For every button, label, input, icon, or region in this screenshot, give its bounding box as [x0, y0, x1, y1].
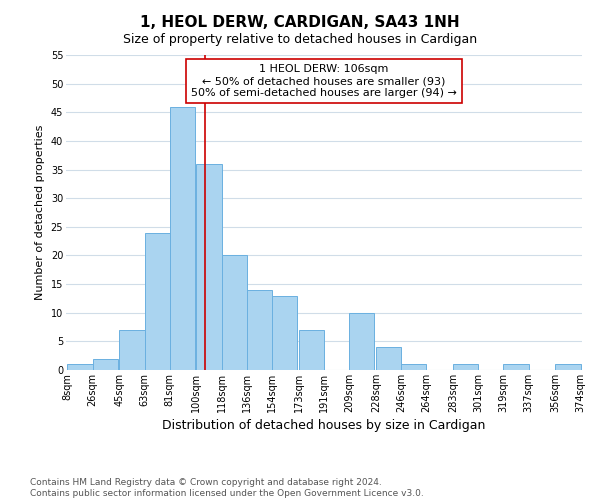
- Bar: [272, 296, 298, 370]
- Text: 1 HEOL DERW: 106sqm
← 50% of detached houses are smaller (93)
50% of semi-detach: 1 HEOL DERW: 106sqm ← 50% of detached ho…: [191, 64, 457, 98]
- Bar: [453, 364, 478, 370]
- Bar: [170, 106, 195, 370]
- Bar: [145, 232, 170, 370]
- Bar: [503, 364, 529, 370]
- Bar: [119, 330, 145, 370]
- Text: Size of property relative to detached houses in Cardigan: Size of property relative to detached ho…: [123, 32, 477, 46]
- Bar: [556, 364, 581, 370]
- Bar: [221, 256, 247, 370]
- Bar: [196, 164, 221, 370]
- Y-axis label: Number of detached properties: Number of detached properties: [35, 125, 45, 300]
- Text: 1, HEOL DERW, CARDIGAN, SA43 1NH: 1, HEOL DERW, CARDIGAN, SA43 1NH: [140, 15, 460, 30]
- Bar: [92, 358, 118, 370]
- X-axis label: Distribution of detached houses by size in Cardigan: Distribution of detached houses by size …: [163, 419, 485, 432]
- Bar: [376, 347, 401, 370]
- Bar: [67, 364, 92, 370]
- Bar: [247, 290, 272, 370]
- Bar: [299, 330, 324, 370]
- Text: Contains HM Land Registry data © Crown copyright and database right 2024.
Contai: Contains HM Land Registry data © Crown c…: [30, 478, 424, 498]
- Bar: [349, 312, 374, 370]
- Bar: [401, 364, 427, 370]
